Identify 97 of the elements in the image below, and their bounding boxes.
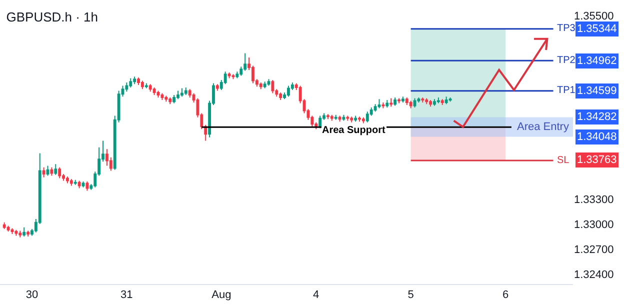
candlestick [70, 178, 73, 186]
annotation: 1.35344 [577, 23, 617, 35]
candlestick [140, 80, 144, 90]
candlestick [421, 96, 424, 103]
y-tick-label: 1.33300 [574, 194, 614, 206]
candlestick [148, 84, 152, 92]
candlestick [401, 96, 404, 103]
y-tick-label: 1.35500 [574, 10, 614, 23]
candlestick [66, 176, 69, 184]
candlestick [287, 85, 290, 98]
candlestick [279, 92, 282, 100]
x-tick-label: 31 [120, 289, 133, 302]
annotation: 1.34962 [577, 55, 617, 67]
annotation: 1.34048 [577, 131, 617, 143]
ref-line-label: TP2 [557, 55, 576, 66]
candlestick [78, 180, 81, 189]
y-tick-label: 1.32700 [574, 244, 614, 256]
candlestick [350, 116, 354, 123]
candlestick [366, 111, 369, 123]
candlestick [267, 78, 270, 86]
candlestick [42, 166, 46, 178]
candlestick [378, 98, 381, 109]
candlestick [326, 114, 330, 120]
candlestick [176, 90, 180, 100]
candlestick [168, 96, 172, 105]
candlestick [259, 82, 262, 90]
band-label: Area Entry [517, 121, 570, 133]
candlestick [409, 100, 412, 109]
candlestick [444, 96, 448, 105]
ref-line-label: SL [557, 155, 570, 166]
candlestick [382, 102, 385, 109]
candlestick [394, 96, 396, 106]
candlestick [342, 114, 346, 122]
candlestick [362, 116, 365, 124]
candlestick [436, 96, 440, 104]
candlestick [386, 99, 389, 108]
candlestick [440, 98, 444, 106]
candlestick [172, 94, 176, 104]
candlestick [54, 164, 58, 176]
candlestick [164, 95, 168, 102]
candlestick [2, 222, 6, 230]
candlestick [263, 81, 266, 89]
candlestick [137, 76, 140, 86]
candlestick [74, 179, 77, 186]
ref-line-label: TP1 [557, 85, 576, 96]
candlestick [144, 82, 148, 89]
candlestick [6, 225, 10, 232]
candlestick [14, 229, 18, 236]
candlestick [346, 115, 350, 122]
candlestick [46, 165, 50, 176]
candlestick [354, 115, 358, 122]
candlestick [22, 226, 26, 238]
candlestick [429, 99, 432, 108]
candlestick [125, 82, 128, 92]
candlestick [105, 148, 108, 166]
x-tick-label: 6 [502, 289, 509, 302]
candlestick [152, 86, 156, 96]
candlestick [180, 88, 184, 98]
candlestick [216, 84, 219, 92]
candlestick [334, 114, 338, 120]
annotation: 1.34282 [577, 111, 617, 123]
candlestick [390, 98, 393, 108]
text: GBPUSD.h · 1h [6, 9, 98, 24]
y-tick-label: 1.33000 [574, 218, 614, 231]
candlestick [10, 228, 14, 235]
annotation: 1.33763 [577, 154, 617, 166]
ref-line-label: Area Support [322, 125, 386, 136]
x-tick-label: 4 [313, 289, 320, 302]
x-tick-label: 5 [408, 289, 414, 302]
candlestick [232, 74, 235, 80]
x-tick-label: 30 [26, 289, 38, 302]
candlestick [405, 96, 408, 106]
candlestick [425, 98, 428, 105]
candlestick [271, 79, 274, 94]
candlestick [358, 116, 361, 122]
candlestick [338, 115, 342, 122]
candlestick [58, 166, 62, 179]
candlestick [26, 230, 30, 238]
x-tick-label: Aug [212, 289, 232, 302]
candlestick [18, 230, 22, 238]
candlestick [413, 98, 416, 108]
candlestick [156, 90, 160, 98]
candlestick [129, 78, 132, 88]
candlestick [228, 72, 231, 79]
candlestick [330, 114, 334, 122]
candlestick [133, 76, 136, 85]
candlestick [433, 98, 436, 106]
annotation: 1.34599 [577, 85, 617, 97]
candlestick [448, 96, 452, 102]
candlestick [160, 92, 164, 100]
y-tick-label: 1.32400 [574, 268, 614, 281]
candlestick [82, 181, 85, 188]
ref-line-label: TP3 [557, 23, 576, 34]
candlestick [86, 181, 89, 192]
candlestick [50, 166, 54, 176]
candlestick [398, 98, 400, 104]
candlestick [184, 86, 188, 96]
